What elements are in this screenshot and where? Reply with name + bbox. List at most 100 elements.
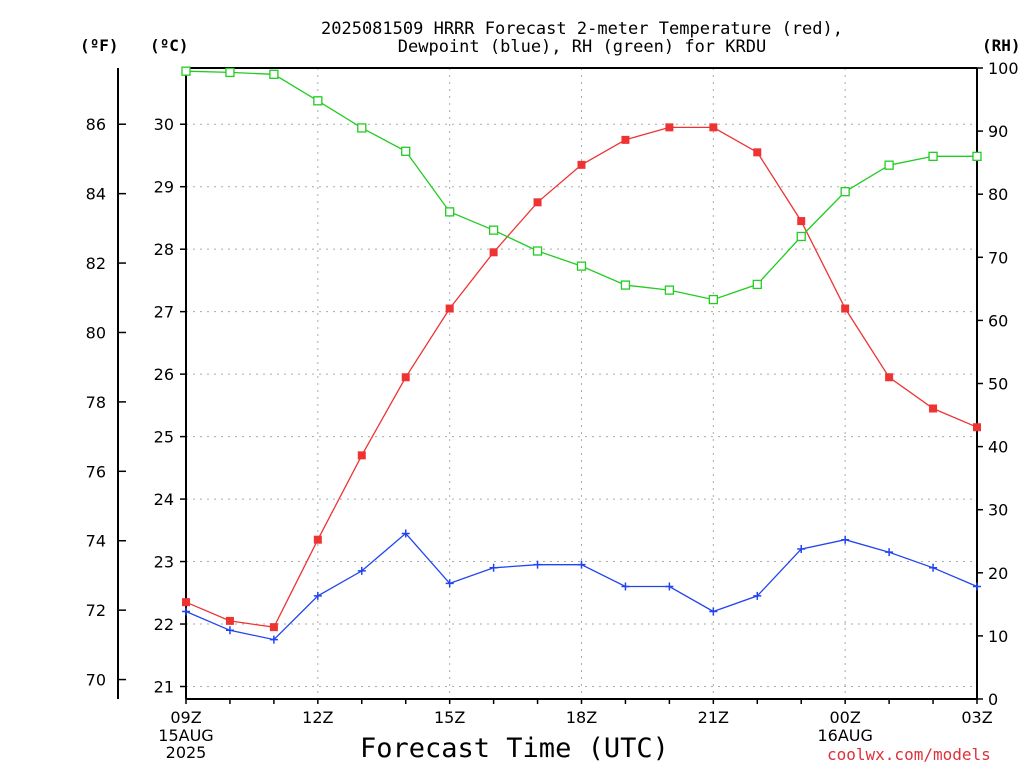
fahrenheit-tick-label: 72 <box>86 601 106 620</box>
dewpoint-point <box>445 579 454 588</box>
dewpoint-point <box>753 591 762 600</box>
temperature-point <box>621 135 630 144</box>
x-year-label: 2025 <box>166 743 207 762</box>
celsius-tick-label: 24 <box>154 490 174 509</box>
rh-tick-label: 70 <box>988 248 1008 267</box>
rh-tick-label: 10 <box>988 627 1008 646</box>
dewpoint-point <box>269 635 278 644</box>
dewpoint-point <box>401 529 410 538</box>
celsius-tick-label: 30 <box>154 115 174 134</box>
rh-tick-label: 40 <box>988 438 1008 457</box>
rh-point <box>664 285 675 295</box>
fahrenheit-tick-label: 80 <box>86 323 106 342</box>
x-tick-label: 03Z <box>961 708 992 727</box>
celsius-unit-label: (ºC) <box>150 36 189 55</box>
rh-point <box>532 246 543 256</box>
rh-point <box>357 123 367 133</box>
x-tick-label: 18Z <box>566 708 597 727</box>
temperature-point <box>445 304 454 313</box>
dewpoint-point <box>665 582 674 591</box>
dewpoint-point <box>225 626 234 635</box>
x-tick-label: 15Z <box>434 708 465 727</box>
chart-title-line-1: 2025081509 HRRR Forecast 2-meter Tempera… <box>321 19 843 39</box>
temperature-point <box>313 535 322 544</box>
rh-point <box>840 187 850 197</box>
temperature-point <box>401 373 410 382</box>
x-tick-label: 21Z <box>698 708 729 727</box>
rh-point <box>181 66 191 76</box>
celsius-tick-label: 29 <box>154 178 174 197</box>
temperature-point <box>182 598 190 607</box>
temperature-point <box>709 123 718 132</box>
x-tick-label: 09Z <box>170 708 201 727</box>
rh-point <box>313 96 323 106</box>
temperature-point <box>885 373 894 382</box>
dewpoint-point <box>182 607 190 616</box>
rh-point <box>269 69 279 79</box>
rh-point <box>488 225 499 235</box>
rh-tick-label: 50 <box>988 375 1008 394</box>
temperature-point <box>797 217 806 226</box>
rh-tick-label: 0 <box>988 690 998 709</box>
dewpoint-point <box>709 607 718 616</box>
rh-point <box>796 231 806 242</box>
temperature-point <box>753 148 762 157</box>
dewpoint-point <box>885 548 894 557</box>
temperature-point <box>225 616 234 625</box>
fahrenheit-tick-label: 82 <box>86 254 106 273</box>
rh-point <box>576 261 587 271</box>
chart-title-line-2: Dewpoint (blue), RH (green) for KRDU <box>397 37 767 57</box>
celsius-tick-label: 21 <box>154 678 174 697</box>
x-tick-label: 12Z <box>302 708 333 727</box>
temperature-point <box>533 198 542 207</box>
rh-point <box>972 151 982 161</box>
dewpoint-point <box>357 566 366 575</box>
rh-point <box>708 294 718 305</box>
rh-tick-label: 100 <box>988 59 1019 78</box>
dewpoint-point <box>841 535 850 544</box>
rh-tick-label: 30 <box>988 501 1008 520</box>
x-axis-title: Forecast Time (UTC) <box>360 733 669 764</box>
temperature-point <box>973 423 981 432</box>
celsius-tick-label: 22 <box>154 615 174 634</box>
rh-point <box>445 207 455 217</box>
x-tick-label: 00Z <box>830 708 861 727</box>
fahrenheit-tick-label: 70 <box>86 671 106 690</box>
rh-point <box>752 279 762 290</box>
celsius-tick-label: 23 <box>154 553 174 572</box>
temperature-point <box>841 304 850 313</box>
rh-point <box>620 280 631 290</box>
celsius-tick-label: 25 <box>154 428 174 447</box>
dewpoint-point <box>489 563 498 572</box>
rh-point <box>928 151 938 161</box>
temperature-point <box>489 248 498 257</box>
rh-tick-label: 60 <box>988 311 1008 330</box>
temperature-point <box>929 404 938 413</box>
fahrenheit-unit-label: (ºF) <box>80 36 119 55</box>
temperature-point <box>665 123 674 132</box>
temperature-point <box>577 160 586 169</box>
fahrenheit-tick-label: 78 <box>86 393 106 412</box>
celsius-tick-label: 26 <box>154 365 174 384</box>
fahrenheit-tick-label: 74 <box>86 532 106 551</box>
dewpoint-point <box>621 582 630 591</box>
rh-tick-label: 90 <box>988 122 1008 141</box>
temperature-point <box>357 451 366 460</box>
x-date-label: 16AUG <box>817 726 872 745</box>
dewpoint-point <box>929 563 938 572</box>
fahrenheit-tick-label: 84 <box>86 185 106 204</box>
celsius-tick-label: 28 <box>154 240 174 259</box>
source-credit: coolwx.com/models <box>827 745 991 764</box>
rh-tick-label: 80 <box>988 185 1008 204</box>
dewpoint-point <box>313 591 322 600</box>
temperature-point <box>269 623 278 632</box>
dewpoint-point <box>577 560 586 569</box>
fahrenheit-tick-label: 76 <box>86 462 106 481</box>
rh-point <box>401 146 411 156</box>
x-date-label: 15AUG <box>158 726 213 745</box>
dewpoint-point <box>533 560 542 569</box>
fahrenheit-tick-label: 86 <box>86 115 106 134</box>
dewpoint-point <box>797 545 806 554</box>
rh-tick-label: 20 <box>988 564 1008 583</box>
